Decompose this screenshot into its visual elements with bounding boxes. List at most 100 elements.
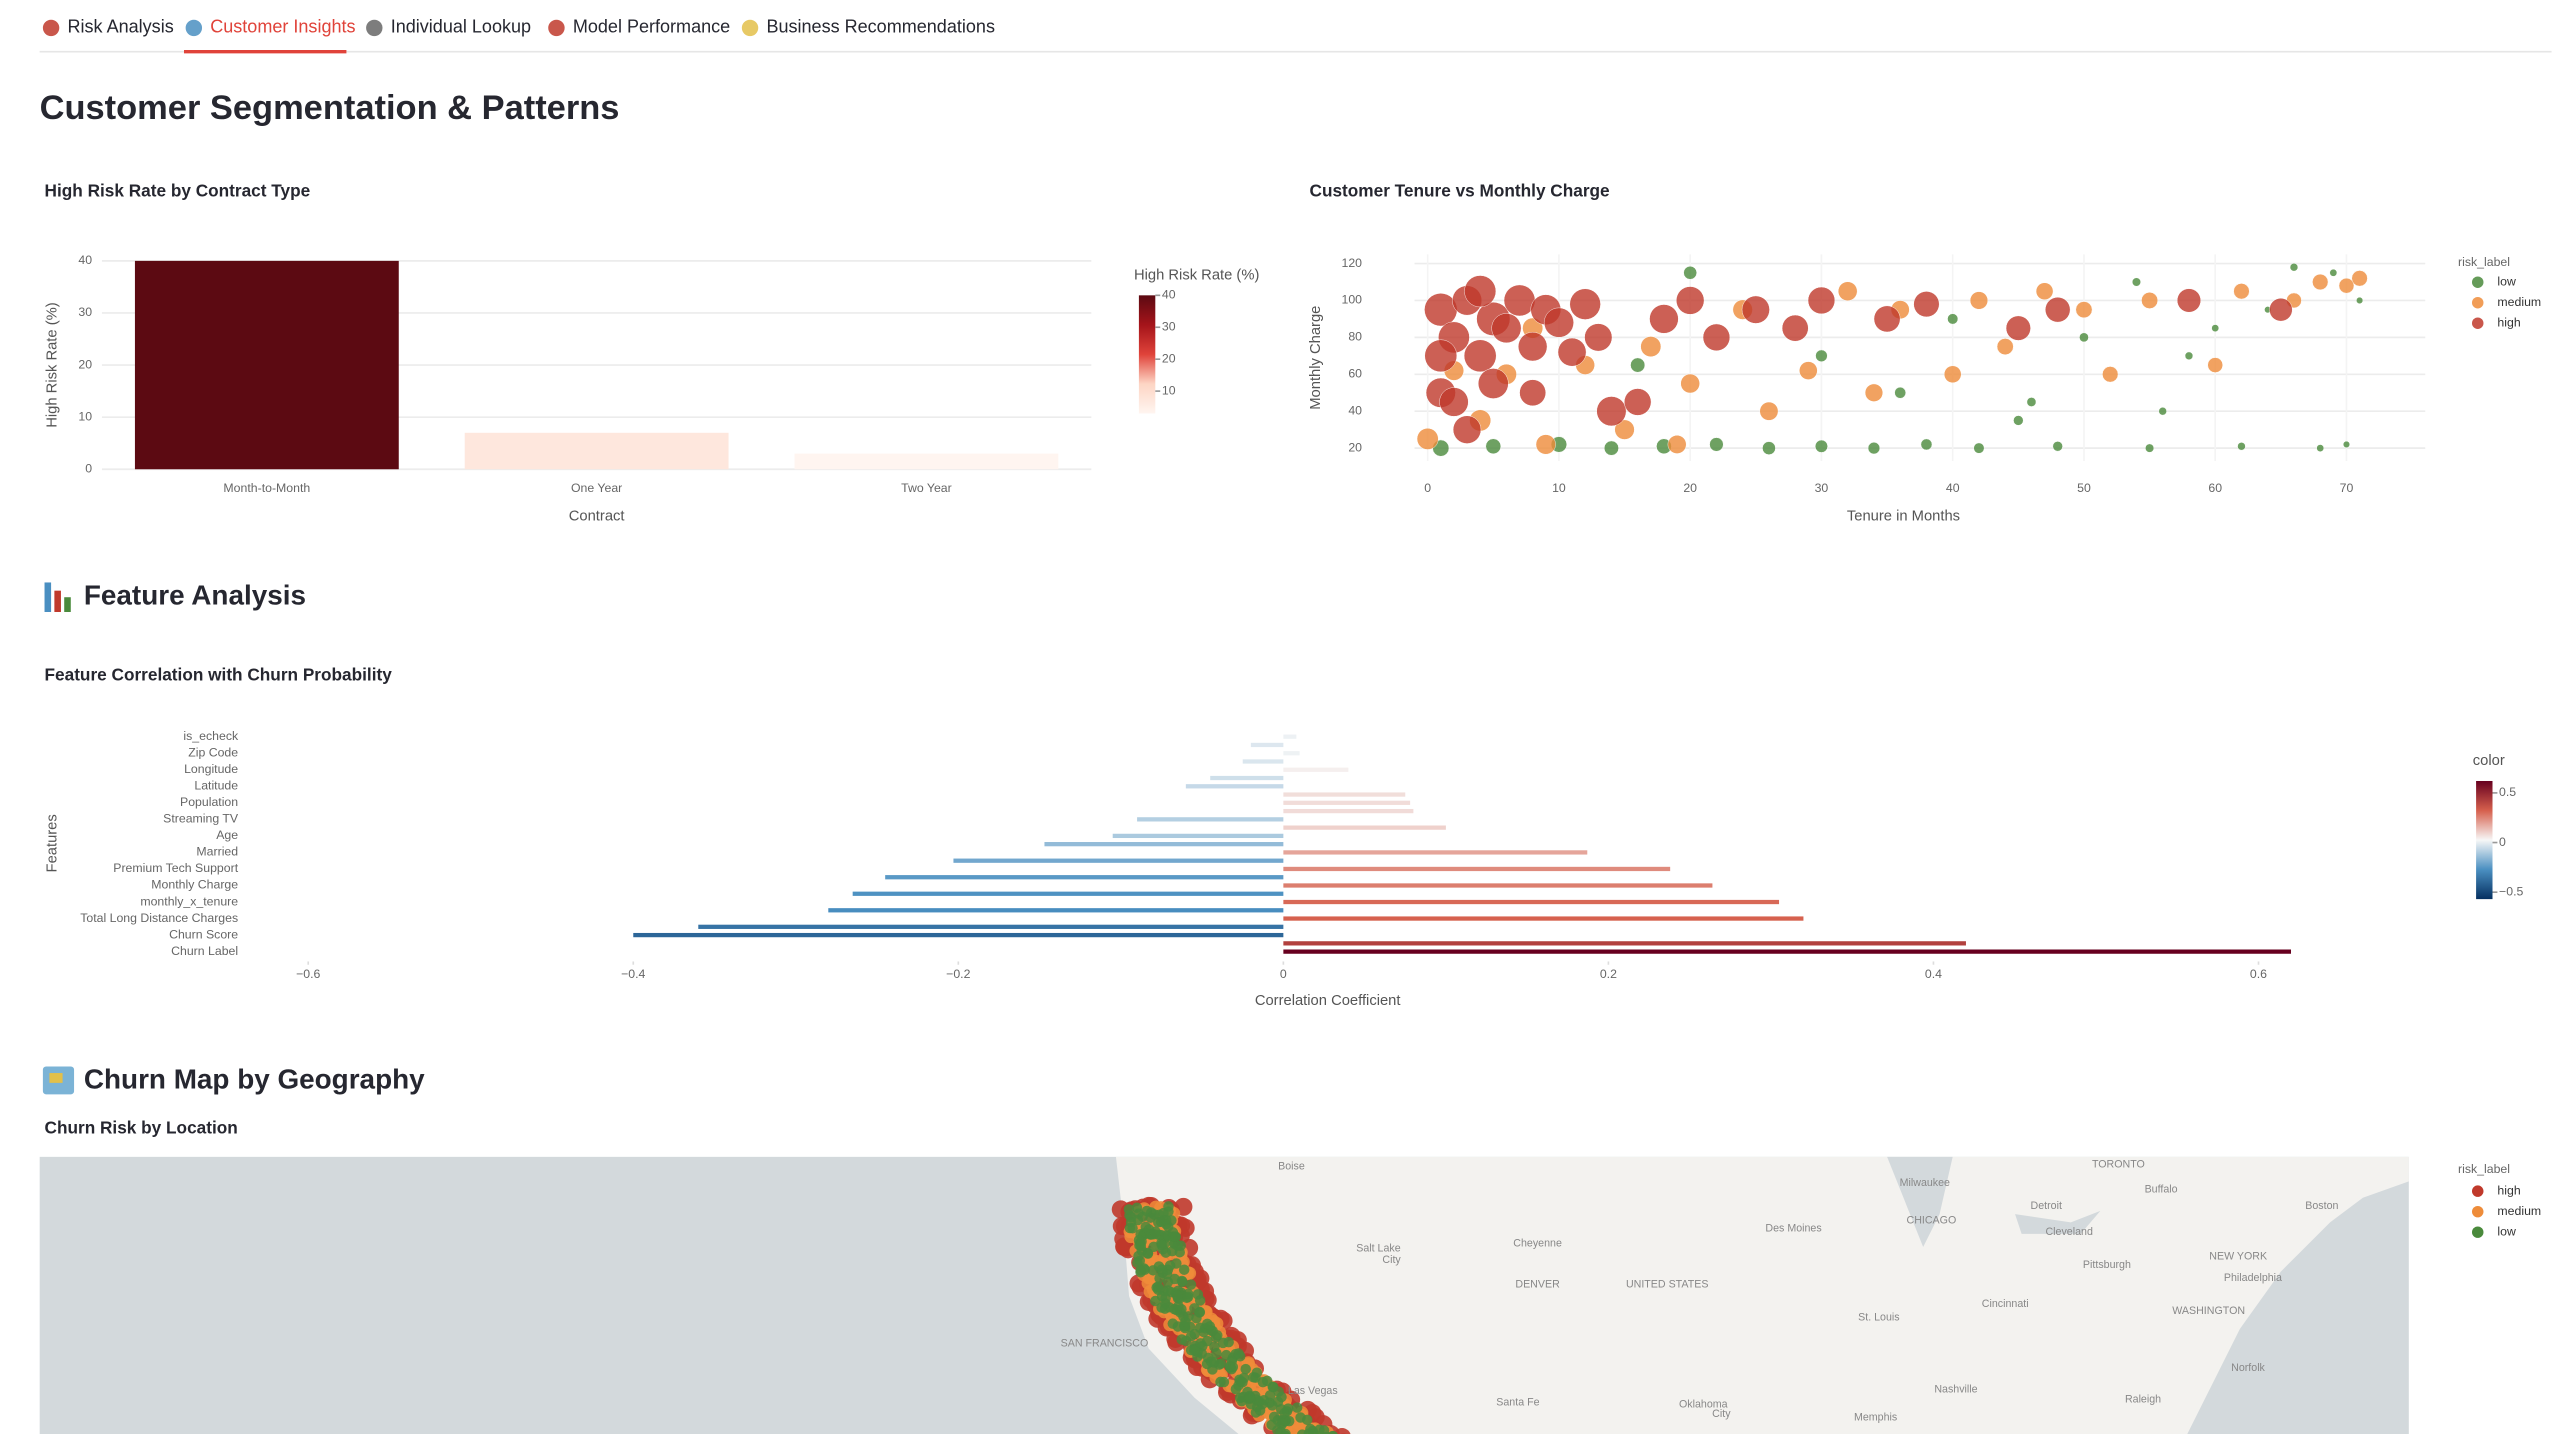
map-label: CHICAGO	[1907, 1215, 1957, 1227]
legend-title: risk_label	[2458, 1162, 2510, 1176]
point	[2035, 282, 2054, 301]
colorbar-tick-label: 0	[2499, 835, 2506, 849]
bar	[1283, 883, 1713, 888]
map-label: NEW YORK	[2209, 1251, 2267, 1263]
map-label: Raleigh	[2125, 1393, 2161, 1405]
map-point	[1224, 1361, 1236, 1372]
map-label: UNITED STATES	[1626, 1279, 1709, 1291]
map-point	[1127, 1222, 1138, 1234]
tab-bar: Risk Analysis Customer Insights Individual…	[42, 17, 995, 54]
map-point	[1134, 1255, 1146, 1267]
map-point	[1322, 1431, 1331, 1434]
tab[interactable]: Customer Insights	[210, 17, 355, 37]
x-tick-label: 0.4	[1925, 967, 1942, 981]
tab[interactable]: Business Recommendations	[766, 17, 995, 37]
x-tick-label: 50	[2077, 481, 2091, 495]
y-tick-label: Latitude	[194, 779, 238, 793]
map-point	[1217, 1337, 1229, 1349]
map-point	[1125, 1211, 1137, 1223]
map-label: Las Vegas	[1288, 1385, 1338, 1397]
tab-icon	[185, 19, 203, 37]
map-point	[1176, 1334, 1188, 1345]
y-tick-label: 100	[1342, 293, 1363, 307]
point	[2158, 407, 2167, 416]
colorbar-tick-label: 0.5	[2499, 785, 2516, 799]
map-point	[1189, 1345, 1200, 1356]
y-tick-label: Married	[196, 845, 238, 859]
x-tick-label: 0.2	[1600, 967, 1617, 981]
point	[1873, 305, 1901, 333]
point	[1867, 441, 1881, 455]
y-tick-label: Zip Code	[188, 745, 238, 759]
point	[2289, 263, 2299, 272]
point	[2176, 288, 2202, 313]
x-axis-title: Correlation Coefficient	[1255, 993, 1401, 1009]
map-label: Boston	[2305, 1200, 2338, 1212]
x-tick-label: Month-to-Month	[223, 481, 310, 495]
y-tick-label: is_echeck	[183, 729, 239, 743]
y-tick-label: Premium Tech Support	[113, 861, 238, 875]
map-label: WASHINGTON	[2172, 1305, 2245, 1317]
point	[2005, 315, 2031, 341]
x-tick-label: Two Year	[901, 481, 952, 495]
y-tick-label: 80	[1348, 330, 1362, 344]
point	[2211, 324, 2220, 333]
bar	[794, 453, 1059, 470]
point	[2131, 277, 2141, 287]
point	[2075, 301, 2093, 319]
tab-icon	[741, 19, 759, 37]
map-label: Norfolk	[2231, 1362, 2265, 1374]
point	[1463, 339, 1497, 373]
map-point	[1318, 1425, 1330, 1434]
x-tick-label: 0.6	[2250, 967, 2267, 981]
chart-title: Churn Risk by Location	[45, 1117, 238, 1137]
legend-marker	[2471, 296, 2484, 309]
map-point	[1135, 1266, 1146, 1278]
y-tick-label: 120	[1342, 256, 1363, 270]
tab[interactable]: Risk Analysis	[67, 17, 173, 37]
tab[interactable]: Model Performance	[573, 17, 730, 37]
y-tick-label: 40	[1348, 403, 1362, 417]
point	[1596, 396, 1627, 427]
section-icon	[64, 597, 71, 612]
point	[1709, 437, 1724, 452]
point	[1759, 401, 1779, 421]
tab[interactable]: Individual Lookup	[391, 17, 531, 37]
y-axis-title: Features	[45, 814, 61, 872]
point	[1815, 349, 1828, 362]
point	[2141, 292, 2159, 309]
point	[1667, 434, 1687, 454]
colorbar-title: color	[2473, 753, 2505, 769]
x-tick-label: −0.4	[621, 967, 645, 981]
map-point	[1291, 1402, 1303, 1413]
chart-title: Customer Tenure vs Monthly Charge	[1310, 181, 1610, 201]
map-label: Cheyenne	[1513, 1237, 1562, 1249]
map-point	[1209, 1341, 1220, 1353]
map-point	[1301, 1414, 1313, 1426]
x-tick-label: 30	[1815, 481, 1829, 495]
bar	[633, 932, 1284, 938]
point	[1640, 336, 1662, 358]
y-tick-label: monthly_x_tenure	[140, 894, 238, 908]
point	[2342, 440, 2351, 448]
y-tick-label: Age	[216, 828, 238, 842]
point	[1675, 286, 1705, 315]
x-tick-label: 10	[1552, 481, 1566, 495]
point	[1837, 281, 1858, 301]
legend-label: low	[2497, 1224, 2516, 1238]
point	[1416, 427, 1439, 450]
map-label: Salt Lake	[1356, 1242, 1401, 1254]
point	[1913, 291, 1940, 318]
colorbar-title: High Risk Rate (%)	[1134, 268, 1259, 284]
map-point	[1173, 1300, 1184, 1312]
map-point	[1194, 1307, 1205, 1318]
point	[1557, 337, 1587, 367]
point	[2316, 444, 2325, 452]
point	[1452, 415, 1482, 444]
bar	[1283, 825, 1446, 830]
point	[1680, 373, 1700, 394]
map-point	[1194, 1295, 1206, 1306]
colorbar	[1138, 295, 1156, 414]
y-tick-label: Streaming TV	[163, 812, 239, 826]
map-label: Detroit	[2031, 1200, 2062, 1212]
